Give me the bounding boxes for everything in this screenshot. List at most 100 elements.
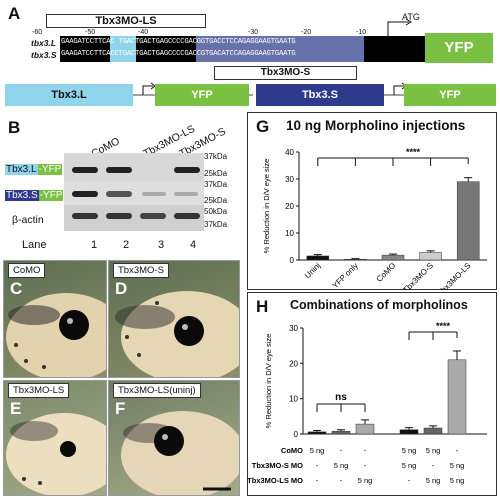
seq-tick: -30	[248, 29, 259, 36]
table-cell: 5 ng	[426, 446, 441, 455]
sequence-l: GAAGATCCTTCAC TGACTGACTGAGCCCCGACGGTGACC…	[61, 38, 296, 46]
bar	[381, 254, 405, 261]
blot-row-l-yfp: -YFP	[37, 164, 63, 175]
seq-tick: -20	[301, 29, 312, 36]
table-cell: 5 ng	[450, 476, 465, 485]
mo-ls-highlight	[110, 36, 136, 62]
photo-como-letter: C	[10, 279, 23, 298]
table-cell: -	[364, 446, 367, 455]
bar	[419, 252, 442, 261]
y-tick-label: 0	[290, 256, 295, 265]
table-cell: 5 ng	[310, 446, 325, 455]
panel-g-frame	[247, 112, 497, 290]
chart-g-title: 10 ng Morpholino injections	[286, 118, 466, 133]
y-axis-label: % Reduction in D/V eye size	[262, 159, 271, 254]
table-row-label: Tbx3MO-S MO	[252, 461, 303, 470]
lane-number: 1	[91, 239, 98, 251]
blot-row-s: Tbx3.S -YFP	[5, 188, 64, 204]
kda-marker: 37kDa	[204, 220, 228, 229]
bar	[306, 255, 330, 261]
lane-number: 4	[190, 239, 197, 251]
y-tick-label: 20	[285, 202, 294, 211]
lane-number: 2	[123, 239, 130, 251]
atg-label: ATG	[402, 12, 420, 22]
panel-b-letter: B	[8, 118, 21, 137]
photo-como-title: CoMO	[8, 263, 46, 278]
y-tick-label: 0	[294, 430, 299, 439]
table-cell: 5 ng	[450, 461, 465, 470]
bar	[399, 429, 419, 435]
lane-label: Lane	[22, 239, 47, 251]
significance-label: ns	[335, 392, 347, 403]
bar	[307, 431, 327, 435]
photo-tbx3mo-s: Tbx3MO-S D	[108, 260, 240, 378]
mo-s-label: Tbx3MO-S	[214, 66, 357, 80]
bar	[447, 359, 467, 435]
y-tick-label: 30	[285, 175, 294, 184]
tadpole-image	[121, 411, 239, 495]
table-cell: 5 ng	[402, 446, 417, 455]
kda-marker: 25kDa	[204, 196, 228, 205]
table-row-label: Tbx3MO-LS MO	[247, 476, 303, 485]
blot-row-s-yfp: -YFP	[38, 190, 64, 201]
seq-tick: -10	[356, 29, 367, 36]
photo-tbx3mo-ls-title: Tbx3MO-LS	[8, 383, 70, 398]
construct-s: Tbx3.S	[256, 84, 384, 106]
tadpole-image	[115, 291, 239, 377]
chart-g: 0 10 20 30 40 % Reduction in D/V eye size Unin…	[262, 147, 487, 290]
x-tick-label: Uninj	[303, 261, 322, 280]
table-cell: -	[316, 461, 319, 470]
y-tick-label: 30	[289, 324, 298, 333]
significance-label: ****	[436, 321, 451, 331]
kda-marker: 37kDa	[204, 180, 228, 189]
mo-s-highlight	[196, 36, 364, 62]
construct-s-yfp: YFP	[404, 84, 496, 106]
x-tick-label: CoMO	[375, 261, 398, 284]
panel-g-letter: G	[256, 117, 270, 136]
x-tick-label: Tbx3MO-S	[401, 261, 435, 290]
row-s-name: tbx3.S	[31, 50, 57, 60]
blot-row-actin: β-actin	[12, 214, 44, 226]
photo-tbx3mo-s-title: Tbx3MO-S	[113, 263, 169, 278]
chart-h-title: Combinations of morpholinos	[290, 298, 468, 312]
photo-tbx3mo-ls: Tbx3MO-LS E	[3, 380, 107, 496]
table-cell: 5 ng	[426, 476, 441, 485]
panel-a-letter: A	[8, 4, 21, 23]
y-tick-label: 20	[289, 359, 298, 368]
lane-number: 3	[158, 239, 165, 251]
kda-marker: 25kDa	[204, 169, 228, 178]
tadpole-image	[6, 413, 106, 495]
kda-marker: 50kDa	[204, 207, 228, 216]
row-l-name: tbx3.L	[31, 38, 57, 48]
construct-l: Tbx3.L	[5, 84, 133, 106]
table-cell: -	[340, 476, 343, 485]
y-tick-label: 10	[289, 395, 298, 404]
sequence-s: GAAGATCCTTCACCTGACTGACTGAGCCCCGACCGTGACA…	[61, 50, 296, 58]
photo-tbx3mo-ls-letter: E	[10, 399, 22, 418]
seq-tick: -60	[32, 29, 43, 36]
y-tick-label: 40	[285, 148, 294, 157]
table-cell: -	[456, 446, 459, 455]
photo-tbx3mo-ls-uninj: Tbx3MO-LS(uninj) F	[108, 380, 240, 496]
table-cell: 5 ng	[334, 461, 349, 470]
blot-row-s-name: Tbx3.S	[5, 190, 39, 201]
x-tick-label: YFP only	[331, 261, 360, 290]
table-cell: 5 ng	[358, 476, 373, 485]
table-cell: -	[432, 461, 435, 470]
bar	[423, 427, 443, 435]
table-cell: -	[316, 476, 319, 485]
construct-l-yfp: YFP	[155, 84, 249, 106]
kda-marker: 37kDa	[204, 152, 228, 161]
table-row-label: CoMO	[281, 446, 303, 455]
atg-arrow-icon	[387, 18, 412, 36]
significance-label: ****	[406, 147, 421, 157]
bar	[355, 423, 375, 435]
x-tick-label: Tbx3MO-LS	[436, 261, 473, 290]
chart-h: 0 10 20 30 % Reduction in D/V eye size ns ****…	[247, 321, 487, 485]
panel-h-letter: H	[256, 297, 269, 316]
table-cell: -	[340, 446, 343, 455]
bar	[344, 258, 367, 261]
table-cell: -	[408, 476, 411, 485]
bar	[456, 181, 480, 261]
photo-tbx3mo-ls-uninj-letter: F	[115, 399, 126, 418]
